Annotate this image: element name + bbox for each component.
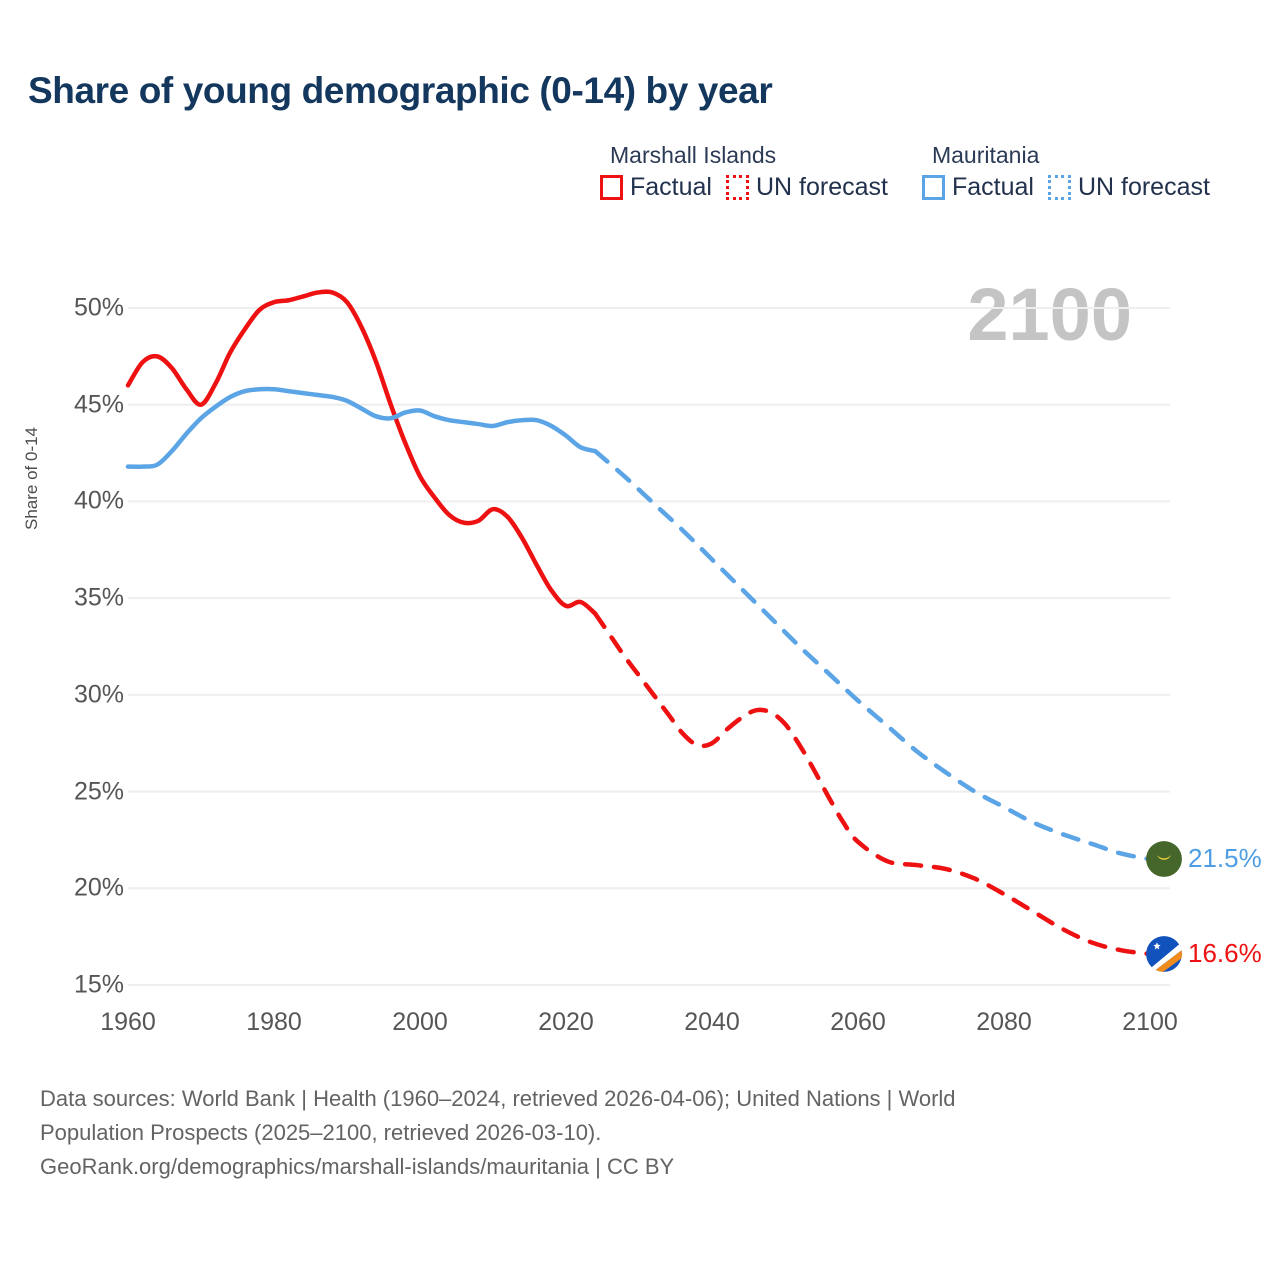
legend-country-label: Marshall Islands [610, 142, 777, 168]
end-label-mauritania: 21.5% [1188, 843, 1262, 874]
y-axis-tick-label: 30% [73, 680, 124, 709]
y-axis-tick-label: 45% [73, 390, 124, 419]
legend-swatch-dotted-red-icon [725, 175, 749, 200]
legend-item-label: Factual [951, 173, 1034, 201]
legend-item-marshall-islands-factual[interactable]: Factual [600, 173, 712, 202]
legend-country-label: Mauritania [931, 142, 1040, 168]
watermark-year: 2100 [967, 273, 1132, 356]
mauritania-flag-icon [1146, 841, 1182, 878]
y-axis-ticks: 50% 45% 40% 35% 30% 25% 20% 15% [56, 0, 124, 1060]
y-axis-tick-label: 15% [73, 970, 124, 999]
legend-swatch-dotted-blue-icon [1047, 175, 1071, 200]
legend-group-marshall-islands: Marshall Islands Factual UN forecast [600, 142, 888, 202]
legend-item-mauritania-factual[interactable]: Factual [921, 173, 1034, 202]
legend-entries: Factual UN forecast [600, 173, 888, 202]
chart-svg [125, 289, 1170, 986]
legend-swatch-solid-red-icon [600, 175, 623, 200]
series-line-marshall-islands-forecast [592, 611, 1153, 957]
y-axis-tick-label: 25% [73, 777, 124, 806]
page-title: Share of young demographic (0-14) by yea… [28, 70, 773, 111]
y-axis-tick-label: 35% [73, 583, 124, 612]
plot-area: Share of 0-14 50% 45% 40% 35% 30% 25% 20% 15% 2… [22, 0, 1262, 1060]
footer-line-3: GeoRank.org/demographics/marshall-island… [40, 1154, 675, 1179]
series-line-mauritania-forecast [592, 448, 1153, 862]
y-axis-tick-label: 50% [73, 293, 124, 322]
legend-swatch-solid-blue-icon [921, 175, 945, 200]
legend-entries: Factual UN forecast [921, 173, 1210, 202]
footer-line-1: Data sources: World Bank | Health (1960–… [40, 1086, 956, 1111]
y-axis-tick-label: 40% [73, 486, 124, 515]
x-axis-tick-label: 1960 [100, 1008, 156, 1036]
end-label-marshall-islands: 16.6% [1188, 938, 1262, 969]
footer-sources: Data sources: World Bank | Health (1960–… [40, 1082, 1240, 1184]
x-axis-tick-label: 2040 [684, 1008, 740, 1036]
chart-legend: Marshall Islands Factual UN forecast Mau… [600, 142, 1210, 202]
x-axis-tick-label: 1980 [246, 1008, 302, 1036]
legend-item-label: UN forecast [755, 173, 888, 201]
marshall-islands-flag-icon [1146, 936, 1182, 973]
x-axis-tick-label: 2020 [538, 1008, 594, 1036]
legend-item-label: UN forecast [1077, 173, 1210, 201]
footer-line-2: Population Prospects (2025–2100, retriev… [40, 1120, 602, 1145]
series-line-marshall-islands-factual [125, 289, 598, 616]
x-axis-tick-label: 2080 [976, 1008, 1032, 1036]
series-line-mauritania-factual [125, 386, 598, 470]
legend-item-label: Factual [630, 173, 712, 201]
y-axis-tick-label: 20% [73, 873, 124, 902]
legend-group-mauritania: Mauritania Factual UN forecast [921, 142, 1210, 202]
x-axis-tick-label: 2100 [1122, 1008, 1178, 1036]
legend-item-marshall-islands-forecast[interactable]: UN forecast [725, 173, 888, 202]
legend-item-mauritania-forecast[interactable]: UN forecast [1047, 173, 1210, 202]
x-axis-tick-label: 2000 [392, 1008, 448, 1036]
x-axis-tick-label: 2060 [830, 1008, 886, 1036]
